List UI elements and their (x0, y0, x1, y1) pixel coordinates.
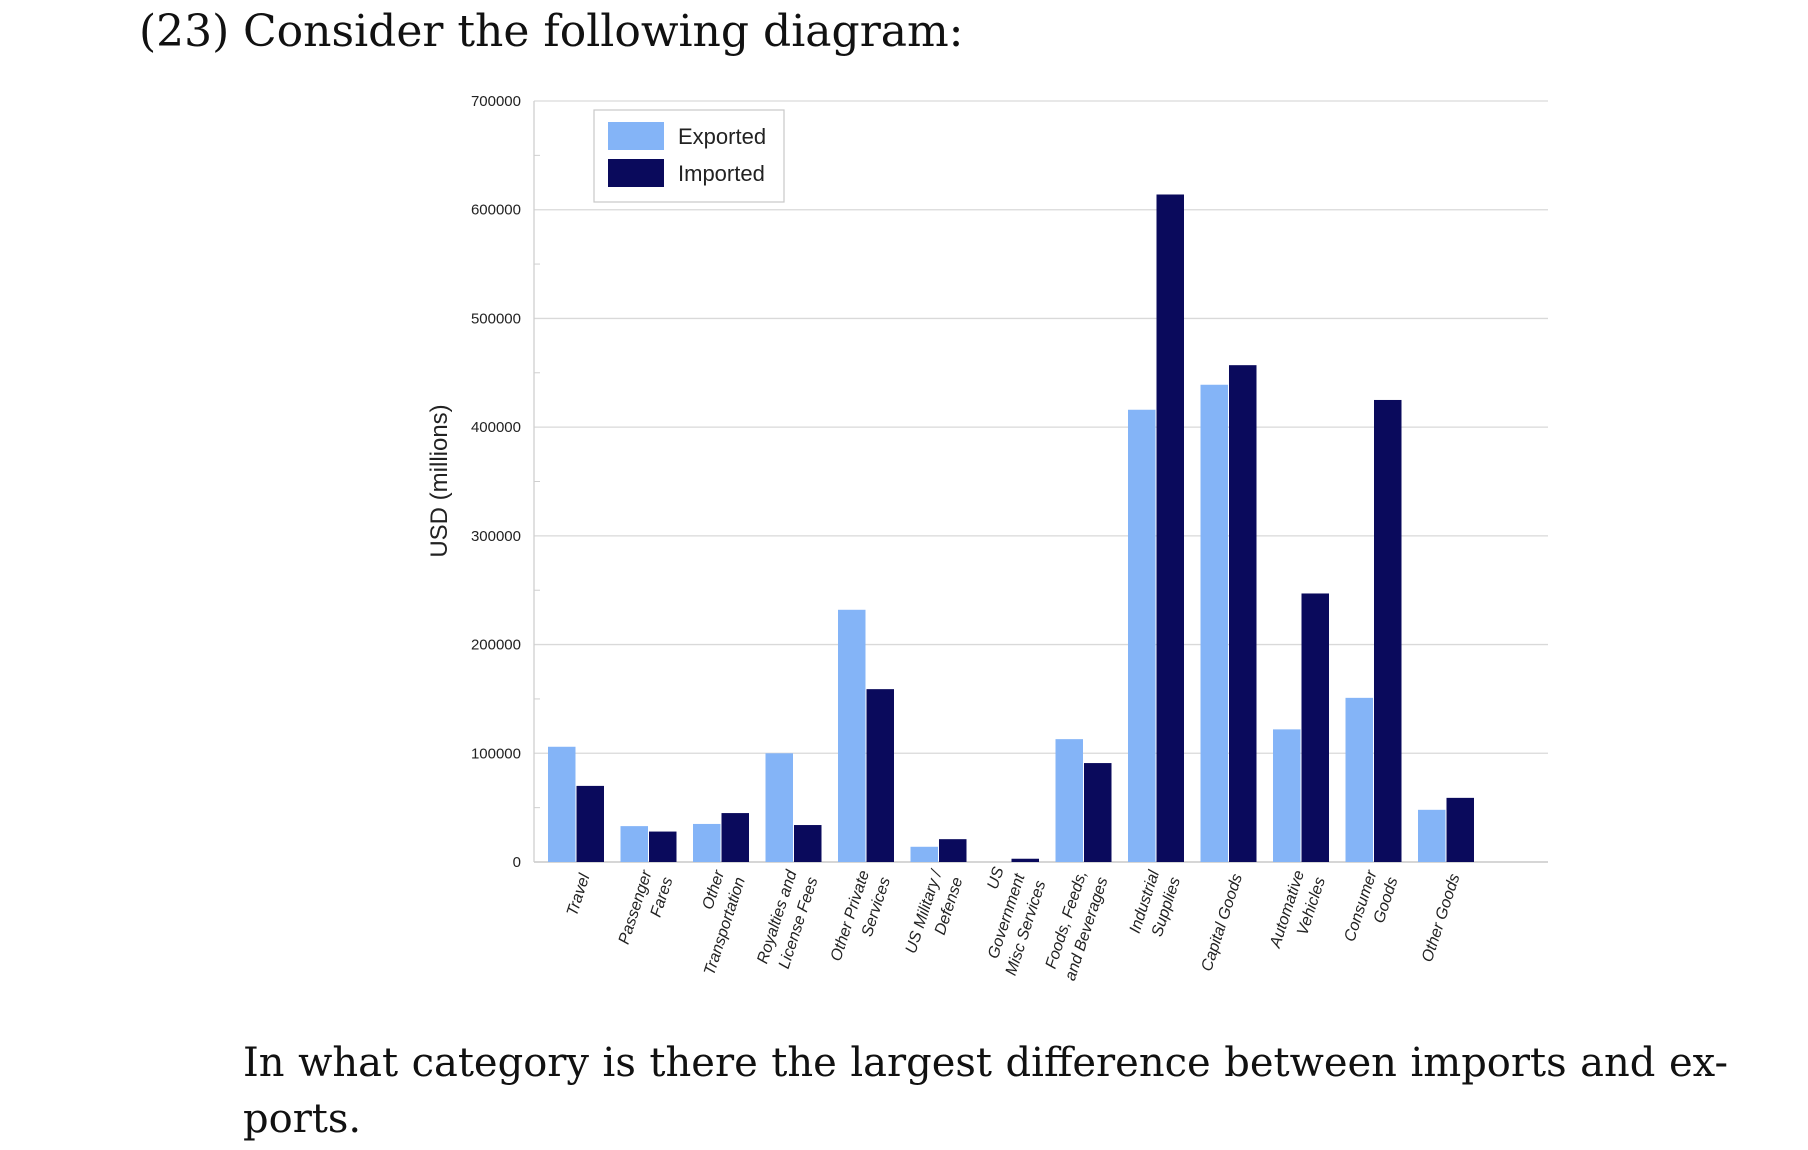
x-category-label: Capital Goods (1199, 872, 1246, 974)
bar-exported (1200, 384, 1228, 862)
bar-exported (1418, 809, 1446, 862)
x-tick-label: Capital Goods (1199, 872, 1246, 974)
bar-chart: 0 100000 200000 300000 400000 500000 600000 700… (426, 93, 1548, 983)
legend: Exported Imported (593, 109, 785, 203)
y-tick-label: 100000 (471, 745, 521, 762)
bar-imported (1374, 399, 1402, 862)
bar-imported (939, 839, 967, 862)
bar-exported (1345, 697, 1373, 862)
bar-exported (1273, 729, 1301, 862)
y-tick-label: 200000 (471, 637, 521, 654)
y-tick-label: 500000 (471, 310, 521, 327)
legend-label-imported: Imported (678, 161, 765, 186)
x-tick-label: Other Goods (1419, 872, 1463, 964)
question-text-continued: ports. (243, 1096, 362, 1142)
bars (548, 194, 1474, 863)
y-tick-label: 700000 (471, 93, 521, 110)
y-tick-label: 0 (513, 854, 521, 871)
bar-imported (1156, 194, 1184, 863)
x-tick-label: US (985, 865, 1008, 892)
bar-exported (548, 746, 576, 862)
x-category-label: Other Goods (1419, 872, 1463, 964)
question-intro: Consider the following diagram: (243, 6, 964, 57)
legend-swatch-exported (608, 122, 664, 150)
bar-imported (866, 689, 894, 862)
x-category-label: US Military /Defense (903, 867, 967, 956)
bar-imported (649, 831, 677, 862)
bar-imported (1011, 858, 1039, 862)
bar-exported (910, 846, 938, 862)
question-text: In what category is there the largest di… (243, 1040, 1728, 1086)
legend-label-exported: Exported (678, 124, 766, 149)
legend-swatch-imported (608, 159, 664, 187)
x-category-label: Travel (564, 871, 594, 918)
x-tick-label: Travel (564, 871, 594, 918)
bar-imported (1301, 593, 1329, 862)
y-tick-label: 600000 (471, 202, 521, 219)
x-category-label: Foods, Feeds,and Beverages (1043, 868, 1112, 982)
question-number: (23) (139, 6, 230, 57)
bar-imported (794, 825, 822, 862)
bar-exported (838, 609, 866, 862)
bar-exported (1055, 739, 1083, 862)
bar-imported (1084, 763, 1112, 862)
y-axis-label: USD (millions) (426, 404, 453, 557)
bar-exported (1128, 409, 1156, 862)
bar-imported (1446, 797, 1474, 862)
y-tick-label: 400000 (471, 419, 521, 436)
bar-exported (620, 826, 648, 862)
bar-imported (1229, 365, 1257, 862)
bar-exported (765, 753, 793, 862)
y-axis: 0 100000 200000 300000 400000 500000 600000 700… (426, 93, 540, 871)
bar-exported (693, 823, 721, 862)
bar-imported (576, 785, 604, 862)
bar-imported (721, 813, 749, 862)
y-tick-label: 300000 (471, 528, 521, 545)
